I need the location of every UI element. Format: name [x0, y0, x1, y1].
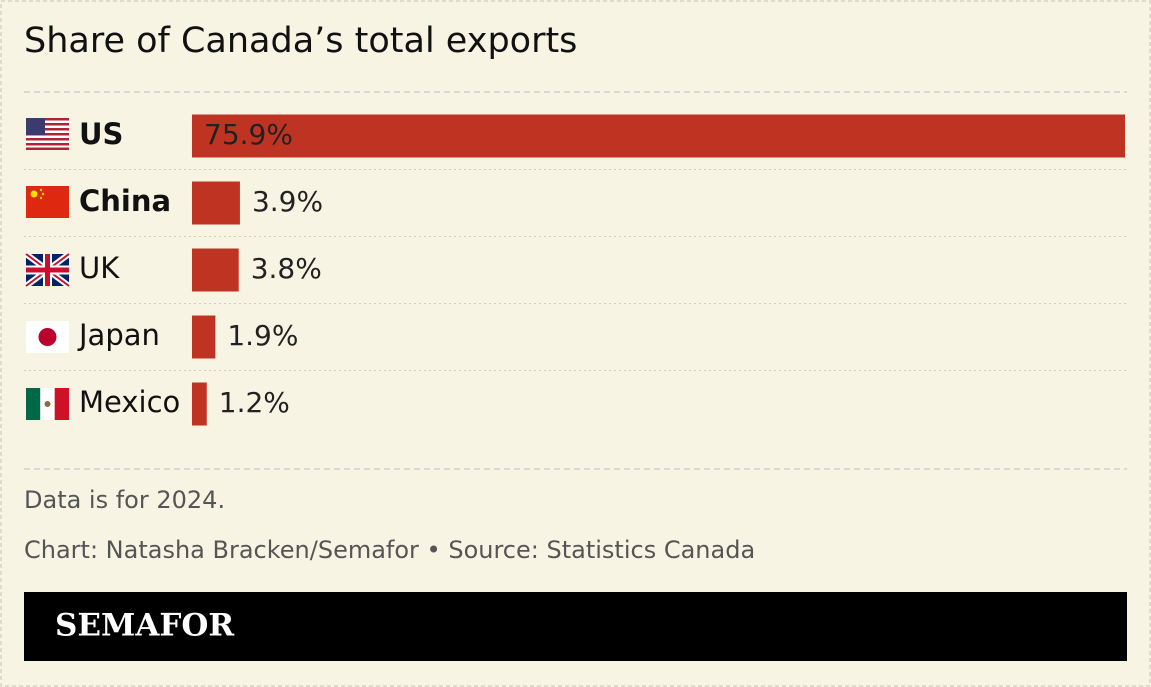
- bar: [192, 315, 216, 359]
- category-label: UK: [79, 251, 120, 285]
- note: Data is for 2024.: [24, 486, 225, 514]
- category-label: China: [79, 184, 171, 218]
- flag-mexico: [26, 388, 69, 420]
- flag-us: [26, 118, 69, 150]
- bar: [192, 114, 1125, 158]
- flag-uk: [24, 251, 71, 289]
- flag-japan: [26, 321, 69, 353]
- bar: [192, 248, 239, 292]
- category-label: Mexico: [79, 385, 180, 419]
- bar: [192, 382, 207, 426]
- chart-title: Share of Canada’s total exports: [24, 21, 577, 61]
- flag-china: [26, 186, 69, 218]
- category-label: Japan: [77, 318, 160, 352]
- value-label: 3.9%: [252, 185, 323, 218]
- category-label: US: [79, 117, 123, 151]
- brand: SEMAFOR: [55, 608, 234, 644]
- value-label: 3.8%: [251, 252, 322, 285]
- value-label: 1.9%: [227, 319, 298, 352]
- bar: [192, 181, 240, 225]
- value-label: 75.9%: [204, 118, 293, 151]
- brand-bar: [24, 592, 1127, 661]
- source: Chart: Natasha Bracken/Semafor • Source:…: [24, 536, 755, 564]
- value-label: 1.2%: [219, 386, 290, 419]
